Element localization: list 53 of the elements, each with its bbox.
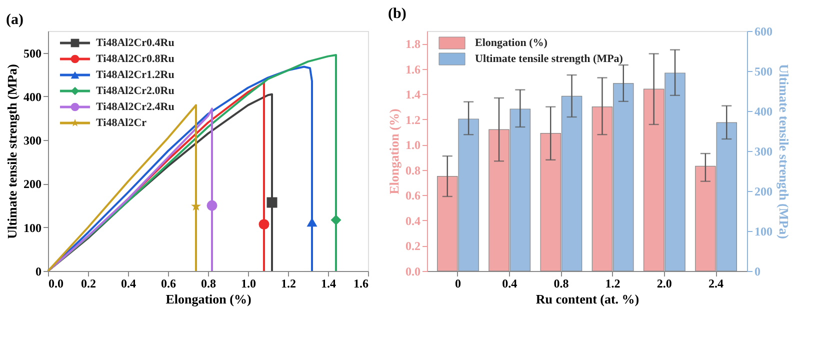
x-axis-title: Elongation (%) [166, 292, 252, 306]
legend-label: Elongation (%) [475, 37, 548, 49]
y-axis-title: Ultimate tensile strength (MPa) [4, 64, 20, 239]
x-tick-label: 2.4 [708, 276, 724, 290]
x-tick-label: 0.4 [502, 276, 518, 290]
y-tick-label: 0.0 [406, 264, 420, 278]
y-tick-label: 0.8 [406, 163, 420, 178]
y-axis-title: Elongation (%) [386, 108, 402, 194]
y2-tick-label: 400 [754, 104, 772, 118]
y-tick-label: 0 [36, 264, 42, 278]
legend-label: Ti48Al2Cr2.4Ru [96, 101, 174, 113]
y-tick-label: 1.2 [406, 112, 420, 127]
y-tick-label: 1.4 [406, 88, 420, 102]
y2-tick-label: 0 [754, 264, 760, 278]
y2-tick-label: 100 [754, 224, 772, 238]
y2-axis-title: Ultimate tensile strength (MPa) [776, 64, 792, 239]
y2-tick-label: 300 [754, 144, 772, 158]
y-tick-label: 1.6 [406, 62, 420, 76]
y2-tick-label: 500 [754, 64, 772, 78]
x-tick-label: 1.2 [605, 276, 620, 290]
y-tick-label: 300 [24, 134, 42, 148]
x-tick-label: 1.6 [354, 276, 368, 290]
chart-title: (b) [388, 6, 406, 22]
y-tick-label: 100 [24, 220, 42, 235]
y-tick-label: 400 [24, 90, 42, 104]
y-tick-label: 0.6 [406, 188, 420, 203]
y2-tick-label: 200 [754, 184, 772, 198]
x-tick-label: 1.2 [281, 276, 296, 290]
x-tick-label: 0.4 [121, 276, 136, 290]
y-tick-label: 1.8 [406, 37, 420, 52]
x-tick-label: 0.2 [81, 276, 96, 290]
chart-title: (a) [6, 12, 24, 28]
legend-label: Ti48Al2Cr1.2Ru [96, 69, 174, 81]
x-tick-label: 1.0 [241, 276, 256, 290]
y-tick-label: 200 [24, 177, 42, 192]
legend-label: Ti48Al2Cr [96, 117, 147, 129]
y-tick-label: 500 [24, 46, 42, 60]
legend-label: Ti48Al2Cr2.0Ru [96, 85, 174, 97]
x-tick-label: 1.4 [321, 276, 336, 290]
x-tick-label: 0.8 [201, 276, 216, 290]
y-tick-label: 1.0 [406, 138, 420, 152]
y-tick-label: 0.4 [406, 214, 420, 228]
x-tick-label: 0.0 [48, 276, 64, 290]
legend-label: Ultimate tensile strength (MPa) [475, 53, 624, 65]
legend-label: Ti48Al2Cr0.8Ru [96, 53, 174, 65]
x-tick-label: 0.6 [161, 276, 176, 290]
y2-tick-label: 600 [754, 24, 772, 38]
x-axis-title: Ru content (at. %) [536, 292, 640, 306]
x-tick-label: 0 [454, 276, 461, 290]
x-tick-label: 0.8 [554, 276, 569, 290]
y-tick-label: 0.2 [406, 239, 420, 254]
x-tick-label: 2.0 [656, 276, 672, 290]
legend-label: Ti48Al2Cr0.4Ru [96, 37, 174, 49]
